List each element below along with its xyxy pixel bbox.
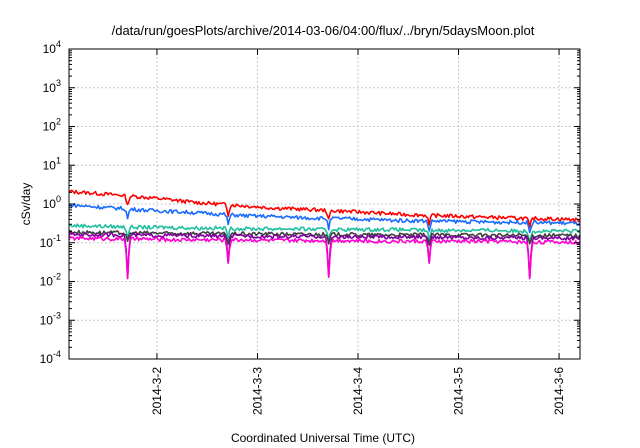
y-tick-label: 10-2 (40, 272, 61, 289)
y-tick-label: 100 (43, 194, 61, 211)
x-axis-label: Coordinated Universal Time (UTC) (231, 431, 415, 445)
x-tick-label: 2014-3-4 (351, 367, 365, 415)
y-tick-label: 10-4 (40, 349, 61, 366)
x-tick-label: 2014-3-2 (150, 367, 164, 415)
series-line (68, 223, 581, 243)
axis-ticks: 10-4 10-3 10-2 10-1 100 101 102 103 104 2014-3-2 2… (40, 39, 580, 415)
chart-title: /data/run/goesPlots/archive/2014-03-06/0… (112, 23, 535, 38)
y-tick-label: 103 (43, 78, 61, 95)
series-line (68, 232, 581, 280)
series-line (68, 189, 581, 229)
series-group (68, 189, 581, 280)
series-line (68, 235, 581, 280)
x-tick-label: 2014-3-3 (250, 367, 264, 415)
y-tick-label: 104 (43, 39, 61, 56)
y-tick-label: 102 (43, 117, 61, 134)
y-tick-label: 10-3 (40, 310, 61, 327)
y-axis-label: cSv/day (19, 183, 33, 226)
x-tick-label: 2014-3-6 (552, 367, 566, 415)
x-tick-label: 2014-3-5 (452, 367, 466, 415)
series-line (68, 203, 581, 234)
y-tick-label: 10-1 (40, 233, 61, 250)
grid (69, 49, 580, 359)
y-tick-label: 101 (43, 155, 61, 172)
